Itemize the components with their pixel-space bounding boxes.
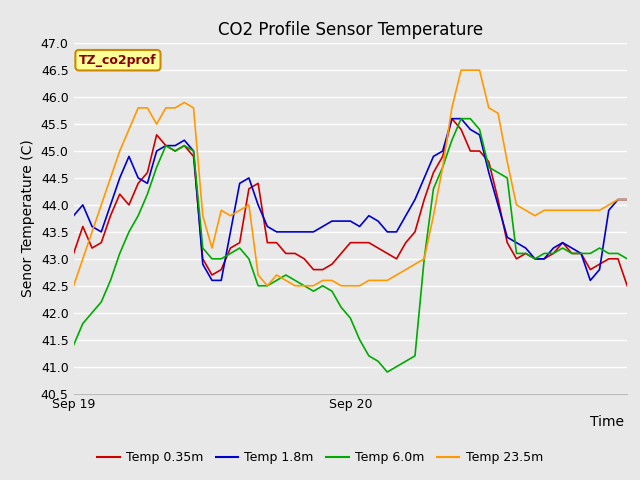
Temp 23.5m [365,277,372,283]
Text: TZ_co2prof: TZ_co2prof [79,54,157,67]
Temp 23.5m [70,283,77,288]
Line: Temp 0.35m: Temp 0.35m [74,119,627,286]
Temp 6.0m [623,256,631,262]
Temp 0.35m [199,256,207,262]
Line: Temp 23.5m: Temp 23.5m [74,70,627,286]
Temp 23.5m [559,207,566,213]
Temp 6.0m [568,251,576,256]
Temp 23.5m [402,267,410,273]
Temp 1.8m [623,197,631,203]
Title: CO2 Profile Sensor Temperature: CO2 Profile Sensor Temperature [218,21,483,39]
Temp 6.0m [365,353,372,359]
Temp 6.0m [264,283,271,288]
Temp 23.5m [264,283,271,288]
Temp 0.35m [70,251,77,256]
Temp 1.8m [70,213,77,218]
Temp 6.0m [199,245,207,251]
Temp 6.0m [411,353,419,359]
Temp 1.8m [411,197,419,203]
Text: Time: Time [590,415,624,429]
Temp 0.35m [402,240,410,246]
Temp 0.35m [180,143,188,148]
Line: Temp 6.0m: Temp 6.0m [74,119,627,372]
Temp 6.0m [383,369,391,375]
Temp 1.8m [568,245,576,251]
Temp 1.8m [180,137,188,143]
Temp 0.35m [448,116,456,121]
Y-axis label: Senor Temperature (C): Senor Temperature (C) [21,140,35,297]
Temp 1.8m [273,229,280,235]
Temp 1.8m [199,261,207,267]
Temp 23.5m [199,213,207,218]
Temp 0.35m [559,240,566,246]
Temp 1.8m [448,116,456,121]
Line: Temp 1.8m: Temp 1.8m [74,119,627,280]
Temp 1.8m [374,218,382,224]
Legend: Temp 0.35m, Temp 1.8m, Temp 6.0m, Temp 23.5m: Temp 0.35m, Temp 1.8m, Temp 6.0m, Temp 2… [92,446,548,469]
Temp 0.35m [365,240,372,246]
Temp 6.0m [180,143,188,148]
Temp 6.0m [70,342,77,348]
Temp 23.5m [180,100,188,106]
Temp 23.5m [623,197,631,203]
Temp 23.5m [457,67,465,73]
Temp 6.0m [457,116,465,121]
Temp 0.35m [623,283,631,288]
Temp 0.35m [264,240,271,246]
Temp 1.8m [208,277,216,283]
